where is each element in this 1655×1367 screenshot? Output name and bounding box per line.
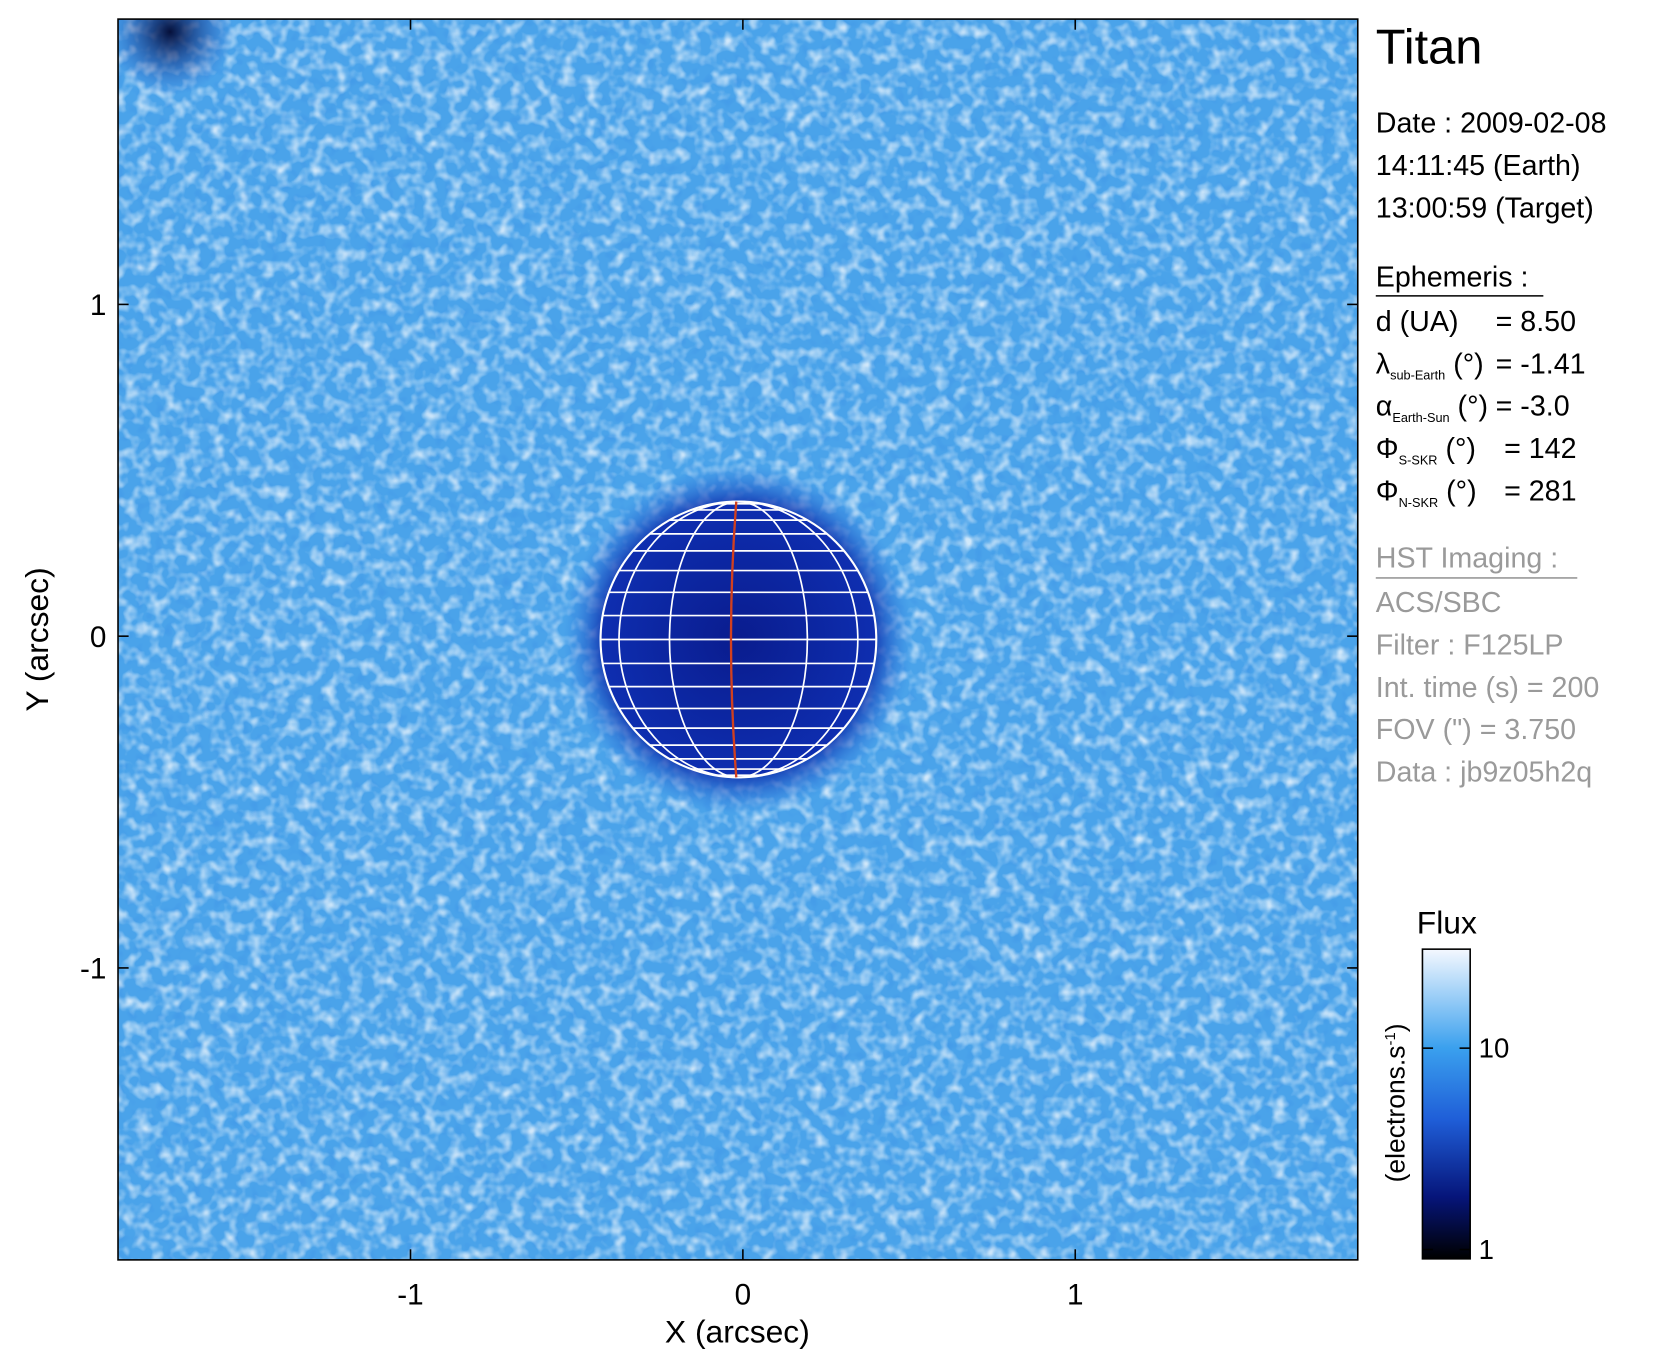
- date-line: 14:11:45 (Earth): [1376, 150, 1581, 182]
- central-meridian: [729, 501, 738, 778]
- colorbar-title: Flux: [1417, 904, 1477, 940]
- ephemeris-unit: (°): [1450, 391, 1488, 423]
- ephemeris-heading: Ephemeris :: [1376, 261, 1529, 293]
- ephemeris-symbol: α: [1376, 391, 1393, 423]
- date-line: Date : 2009-02-08: [1376, 108, 1607, 140]
- ephemeris-symbol: d (UA): [1376, 306, 1459, 338]
- image: [118, 19, 1358, 1260]
- colorbar-tick-label: 10: [1479, 1033, 1510, 1064]
- dark-corner: [118, 19, 234, 96]
- imaging-line: Int. time (s) = 200: [1376, 672, 1600, 704]
- imaging-line: ACS/SBC: [1376, 587, 1502, 619]
- ephemeris-unit: (°): [1445, 348, 1483, 380]
- imaging-line: Filter : F125LP: [1376, 629, 1564, 661]
- ephemeris-label: αEarth-Sun (°): [1376, 391, 1488, 425]
- ephemeris-label: d (UA): [1376, 306, 1459, 338]
- y-tick-label: 1: [90, 289, 107, 322]
- ephemeris-subscript: S-SKR: [1399, 453, 1438, 468]
- ephemeris-symbol: Φ: [1376, 433, 1399, 465]
- ephemeris-label: ΦS-SKR (°): [1376, 433, 1476, 467]
- ephemeris-unit: (°): [1438, 433, 1476, 465]
- imaging-heading: HST Imaging :: [1376, 542, 1558, 574]
- y-axis-label: Y (arcsec): [19, 567, 55, 711]
- y-tick-label: -1: [80, 953, 106, 986]
- date-line: 13:00:59 (Target): [1376, 192, 1594, 224]
- ephemeris-value: = 142: [1504, 433, 1576, 465]
- ephemeris-subscript: Earth-Sun: [1392, 410, 1449, 425]
- ephemeris-value: = 8.50: [1496, 306, 1576, 338]
- colorbar-label-main: (electrons.s: [1380, 1045, 1410, 1182]
- ephemeris-label: λsub-Earth (°): [1376, 348, 1484, 382]
- x-tick-label: 1: [1067, 1278, 1084, 1311]
- panel-title: Titan: [1376, 21, 1483, 75]
- y-tick-label: 0: [90, 621, 107, 654]
- ephemeris-unit: (°): [1438, 476, 1476, 508]
- ephemeris-value: = -1.41: [1496, 348, 1586, 380]
- imaging-line: Data : jb9z05h2q: [1376, 757, 1592, 789]
- globe-grid: [599, 500, 878, 779]
- x-tick-label: -1: [397, 1278, 423, 1311]
- ephemeris-subscript: sub-Earth: [1390, 368, 1445, 383]
- imaging-line: FOV (") = 3.750: [1376, 714, 1576, 746]
- ephemeris-label: ΦN-SKR (°): [1376, 476, 1477, 510]
- ephemeris-symbol: Φ: [1376, 476, 1399, 508]
- colorbar-label-sup: -1: [1383, 1032, 1399, 1045]
- x-axis-label: X (arcsec): [665, 1314, 810, 1350]
- globe-meridian: [618, 500, 859, 779]
- info-panel: Date : 2009-02-08 14:11:45 (Earth) 13:00:5…: [1376, 108, 1607, 789]
- colorbar-label-end: ): [1380, 1023, 1410, 1032]
- colorbar-label: (electrons.s-1): [1380, 1023, 1410, 1182]
- colorbar: [1421, 948, 1471, 1260]
- x-tick-label: 0: [735, 1278, 752, 1311]
- ephemeris-symbol: λ: [1376, 348, 1391, 380]
- ephemeris-subscript: N-SKR: [1399, 495, 1439, 510]
- colorbar-tick-label: 1: [1479, 1234, 1494, 1265]
- ephemeris-value: = -3.0: [1496, 391, 1570, 423]
- ephemeris-value: = 281: [1504, 476, 1576, 508]
- plot-frame: [117, 18, 1359, 1261]
